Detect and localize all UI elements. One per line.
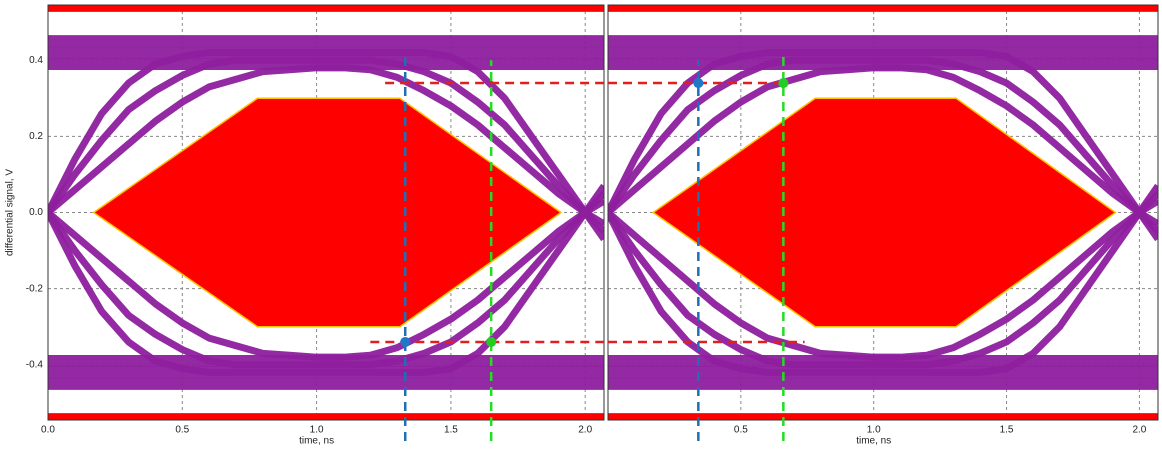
y-tick-label: 0.0 [29,207,43,218]
eye-trace [608,56,1158,234]
eye-trace [48,56,604,234]
x-tick-label: 1.0 [310,425,324,436]
x-tick-label: 1.0 [867,425,881,436]
eye-trace [608,183,1158,376]
y-tick-label: -0.2 [26,283,44,294]
plot-area [48,5,604,420]
mask-region [651,97,1117,328]
cursor-point [693,78,704,89]
x-tick-label: 0.5 [734,425,748,436]
x-tick-label: 2.0 [1132,425,1146,436]
y-tick-label: -0.4 [26,359,44,370]
eye-trace [608,64,1158,227]
plot-border [607,4,1159,421]
mask-top [48,5,604,12]
plot-border [47,4,605,421]
y-tick-label: 0.2 [29,131,43,142]
x-tick-label: 1.5 [1000,425,1014,436]
mask-bottom [608,413,1158,420]
x-axis-label: time, ns [856,436,891,447]
mask-bottom [48,413,604,420]
eye-trace [608,191,1158,369]
y-axis-label: differential signal, V [5,169,16,256]
eye-trace [48,49,604,242]
x-tick-label: 0.0 [41,425,55,436]
cursor-point [778,78,789,89]
eye-trace [48,191,604,369]
x-tick-label: 2.0 [578,425,592,436]
cursor-point [486,336,497,347]
y-tick-label: 0.4 [29,55,43,66]
mask-region [92,97,563,328]
eye-trace [48,64,604,227]
cursor-point [400,336,411,347]
x-tick-label: 1.5 [444,425,458,436]
plot-area [608,5,1158,420]
eye-trace [48,183,604,376]
x-axis-label: time, ns [299,436,334,447]
eye-trace [608,198,1158,361]
eye-trace [608,49,1158,242]
eye-trace [48,198,604,361]
mask-top [608,5,1158,12]
x-tick-label: 0.5 [175,425,189,436]
